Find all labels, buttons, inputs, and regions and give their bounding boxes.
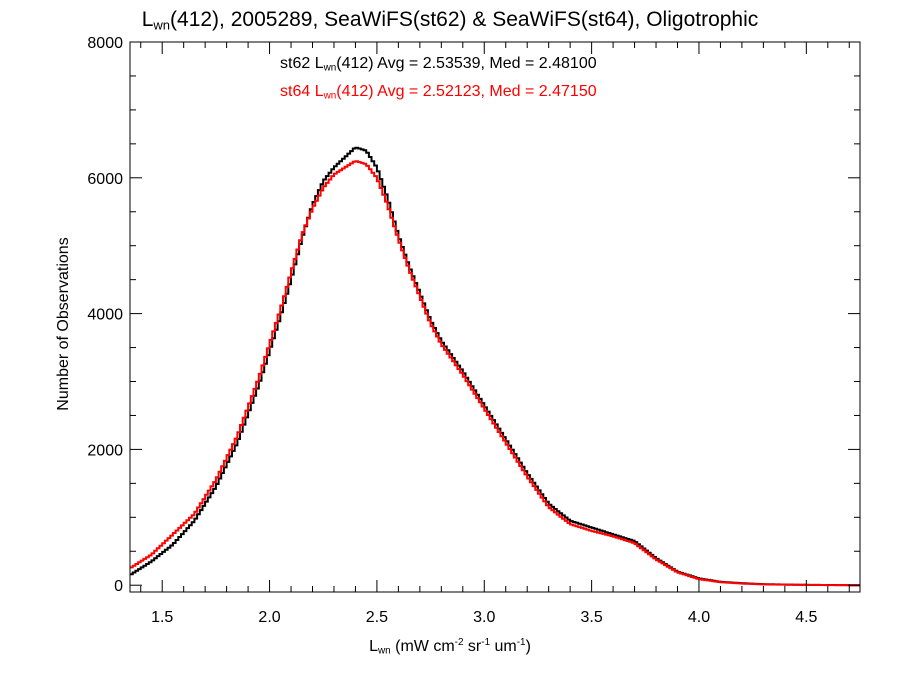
annotation-st64-prefix: st64 L — [280, 83, 324, 100]
series-st62-line — [130, 146, 860, 587]
annotation-st62: st62 Lwn(412) Avg = 2.53539, Med = 2.481… — [280, 55, 597, 73]
chart-title: Lwn(412), 2005289, SeaWiFS(st62) & SeaWi… — [0, 8, 900, 32]
x-axis-label-sup-2: -1 — [481, 637, 491, 648]
title-subscript: wn — [153, 17, 171, 33]
x-axis-label-unit-c: um — [490, 637, 517, 655]
y-tick-label: 6000 — [87, 171, 123, 188]
x-tick-label: 4.5 — [795, 609, 817, 626]
x-axis-label-prefix: L — [369, 637, 379, 655]
y-tick-label: 2000 — [87, 442, 123, 459]
annotation-st62-subscript: wn — [323, 62, 337, 74]
title-text: (412), 2005289, SeaWiFS(st62) & SeaWiFS(… — [170, 8, 759, 31]
x-tick-label: 3.5 — [580, 609, 602, 626]
x-tick-label: 3.0 — [473, 609, 495, 626]
annotation-st64-subscript: wn — [323, 90, 337, 102]
plot-frame — [129, 41, 861, 593]
y-tick-label: 4000 — [87, 307, 123, 324]
x-tick-label: 2.0 — [258, 609, 280, 626]
y-tick-label: 0 — [114, 578, 123, 595]
x-tick-label: 4.0 — [688, 609, 710, 626]
y-tick-label: 8000 — [87, 35, 123, 52]
title-prefix: L — [141, 8, 154, 31]
x-axis-label-subscript: wn — [378, 645, 391, 657]
x-tick-label: 1.5 — [151, 609, 173, 626]
series-st64-line — [130, 160, 860, 587]
annotation-st64-text: (412) Avg = 2.52123, Med = 2.47150 — [336, 83, 597, 100]
x-axis-label-unit-d: ) — [525, 637, 531, 655]
annotation-st62-prefix: st62 L — [280, 55, 324, 72]
tick-layer: 1.5 2.0 2.5 3.0 3.5 4.0 4.5 0 2000 4000 6000 8000 — [87, 35, 860, 626]
y-axis-label: Number of Observations — [55, 237, 72, 411]
x-axis-label-unit-b: sr — [463, 637, 482, 655]
series-layer — [130, 146, 860, 587]
x-axis-label: Lwn (mW cm-2 sr-1 um-1) — [0, 637, 900, 656]
x-tick-label: 2.5 — [366, 609, 388, 626]
x-axis-label-unit-a: (mW cm — [390, 637, 455, 655]
x-axis-label-sup-1: -2 — [454, 637, 464, 648]
x-axis-label-sup-3: -1 — [516, 637, 526, 648]
annotation-st62-text: (412) Avg = 2.53539, Med = 2.48100 — [336, 55, 597, 72]
annotation-st64: st64 Lwn(412) Avg = 2.52123, Med = 2.471… — [280, 83, 597, 101]
